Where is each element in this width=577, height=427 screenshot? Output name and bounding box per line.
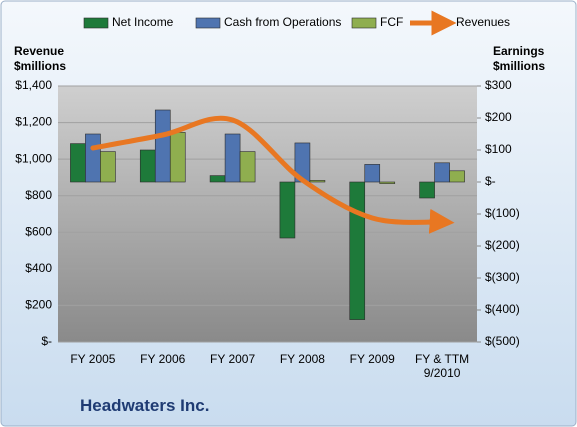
bar bbox=[100, 151, 116, 183]
bar bbox=[419, 181, 435, 199]
y2-tick-label: $(500) bbox=[485, 334, 520, 348]
bar bbox=[279, 181, 296, 239]
legend-swatch bbox=[351, 17, 377, 29]
y2-tick-label: $200 bbox=[485, 110, 512, 124]
y2-axis-title: Earnings $millions bbox=[493, 44, 546, 73]
y-tick-label: $200 bbox=[25, 298, 52, 312]
y-tick-label: $- bbox=[41, 334, 52, 348]
bar bbox=[139, 149, 156, 183]
legend-label: Revenues bbox=[456, 15, 510, 29]
bar bbox=[70, 143, 86, 183]
y-axis-title: Revenue $millions bbox=[14, 44, 67, 73]
x-tick-label: FY & TTM 9/2010 bbox=[414, 352, 470, 380]
x-tick-label: FY 2008 bbox=[279, 352, 325, 366]
x-tick-label: FY 2005 bbox=[70, 352, 116, 366]
bar bbox=[169, 132, 186, 183]
legend-swatch bbox=[83, 17, 109, 29]
bar bbox=[154, 109, 171, 183]
legend-label: Net Income bbox=[112, 15, 174, 29]
y-tick-label: $400 bbox=[25, 261, 52, 275]
legend-label: FCF bbox=[380, 15, 403, 29]
x-tick-label: FY 2006 bbox=[140, 352, 186, 366]
legend-swatch bbox=[195, 17, 221, 29]
bar bbox=[209, 175, 226, 183]
y2-tick-label: $300 bbox=[485, 78, 512, 92]
bar bbox=[434, 162, 450, 183]
y-tick-label: $800 bbox=[25, 188, 52, 202]
bar bbox=[85, 133, 101, 183]
y2-tick-label: $(400) bbox=[485, 302, 520, 316]
y-tick-label: $1,200 bbox=[15, 115, 52, 129]
y2-tick-label: $(200) bbox=[485, 238, 520, 252]
y2-tick-label: $(100) bbox=[485, 206, 520, 220]
x-tick-label: FY 2009 bbox=[349, 352, 395, 366]
y-tick-label: $1,000 bbox=[15, 151, 52, 165]
bar bbox=[364, 164, 381, 183]
y-tick-label: $600 bbox=[25, 224, 52, 238]
plot-area bbox=[58, 86, 477, 342]
line bbox=[90, 115, 455, 234]
bar bbox=[449, 170, 465, 183]
y2-tick-label: $100 bbox=[485, 142, 512, 156]
bar bbox=[239, 151, 256, 183]
bar bbox=[379, 181, 396, 184]
chart-title: Headwaters Inc. bbox=[80, 396, 210, 415]
y2-tick-label: $- bbox=[485, 174, 496, 188]
bar bbox=[224, 133, 241, 183]
y2-tick-label: $(300) bbox=[485, 270, 520, 284]
x-tick-label: FY 2007 bbox=[210, 352, 256, 366]
bar bbox=[349, 181, 366, 320]
y-tick-label: $1,400 bbox=[15, 78, 52, 92]
bar bbox=[309, 180, 326, 183]
legend-label: Cash from Operations bbox=[224, 15, 341, 29]
